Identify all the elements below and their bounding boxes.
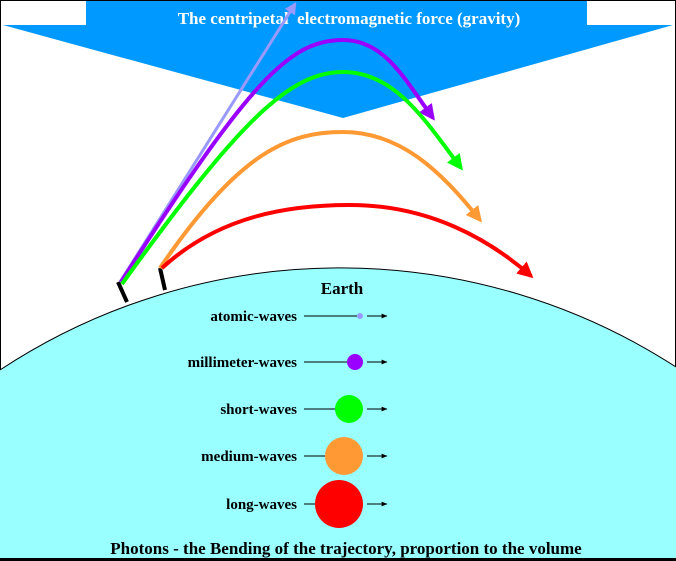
legend-row: millimeter-waves: [188, 354, 388, 371]
legend-row: atomic-waves: [210, 309, 388, 325]
short-wave-trajectory: [120, 69, 463, 286]
photon-dot: [325, 437, 363, 475]
force-title: The centripetal electromagnetic force (g…: [178, 9, 521, 28]
millimeter-wave-trajectory: [119, 37, 435, 284]
long-wave-trajectory: [160, 202, 534, 279]
legend-label: millimeter-waves: [188, 355, 298, 371]
caption: Photons - the Bending of the trajectory,…: [110, 539, 582, 558]
legend-row: medium-waves: [201, 437, 388, 475]
legend-label: medium-waves: [201, 449, 297, 465]
earth-label: Earth: [321, 279, 364, 298]
photon-dot: [347, 354, 363, 370]
antenna-right: [158, 267, 167, 291]
wave-legend: atomic-waves millimeter-waves short-waves m…: [188, 309, 388, 528]
legend-label: long-waves: [226, 497, 297, 513]
photon-dot: [335, 395, 363, 423]
photon-dot: [357, 313, 363, 319]
legend-row: long-waves: [226, 480, 388, 528]
photon-dot: [315, 480, 363, 528]
legend-label: atomic-waves: [210, 309, 297, 325]
legend-row: short-waves: [220, 395, 388, 423]
legend-label: short-waves: [220, 402, 297, 418]
earth-outline: [0, 267, 676, 371]
medium-wave-trajectory: [158, 129, 482, 270]
antenna-left: [116, 281, 129, 303]
force-arrow-shape: [3, 1, 673, 118]
